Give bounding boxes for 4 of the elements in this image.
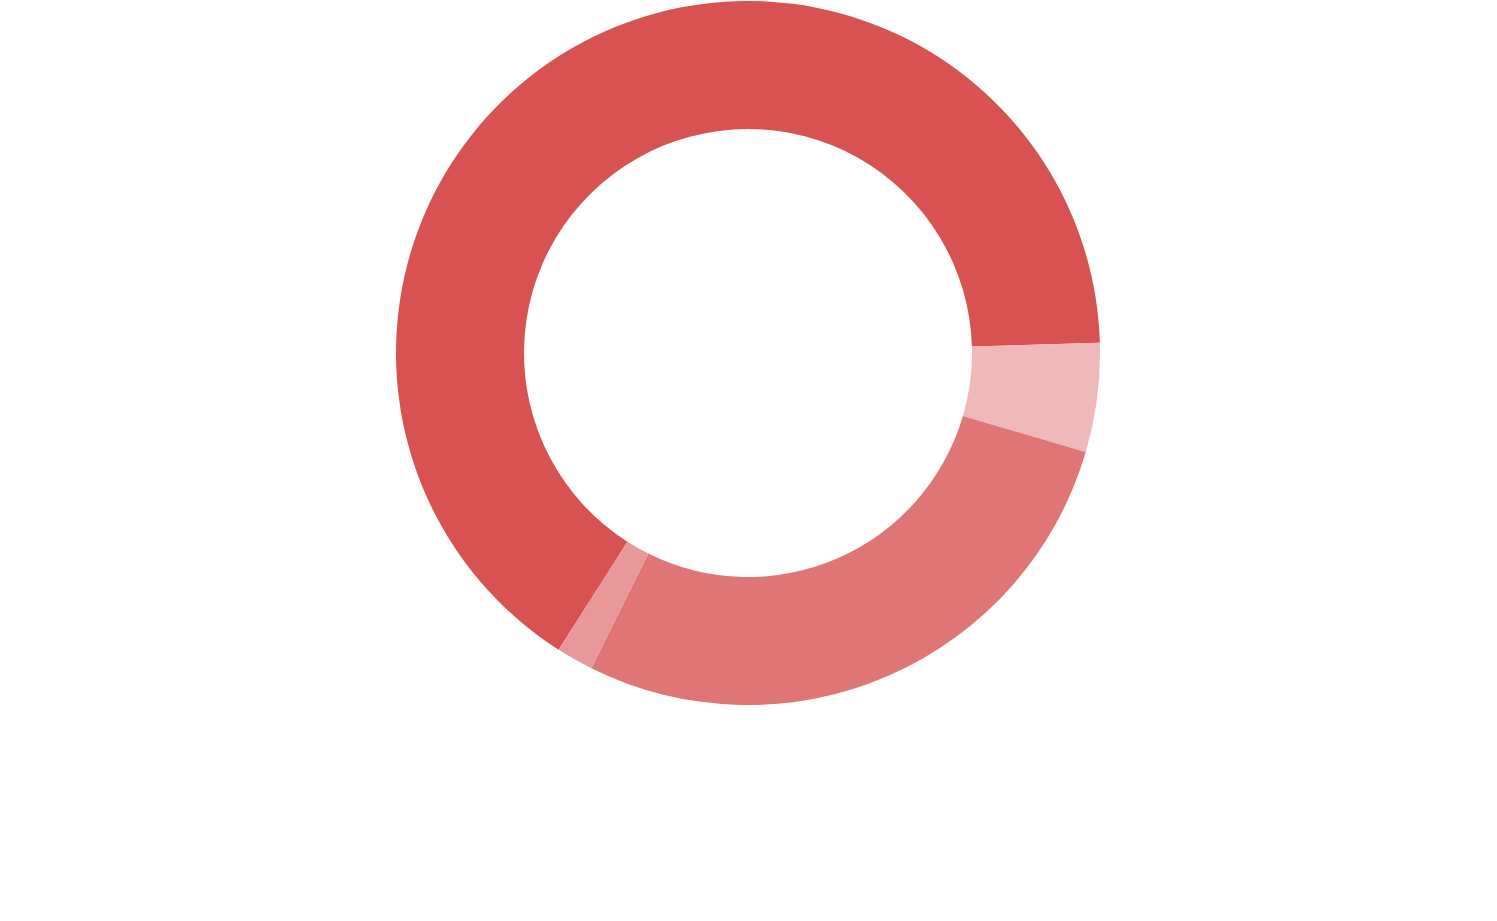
donut-slice (558, 541, 649, 669)
donut-slice (591, 416, 1086, 705)
donut-slice (962, 342, 1100, 453)
donut-slice (396, 1, 1100, 650)
